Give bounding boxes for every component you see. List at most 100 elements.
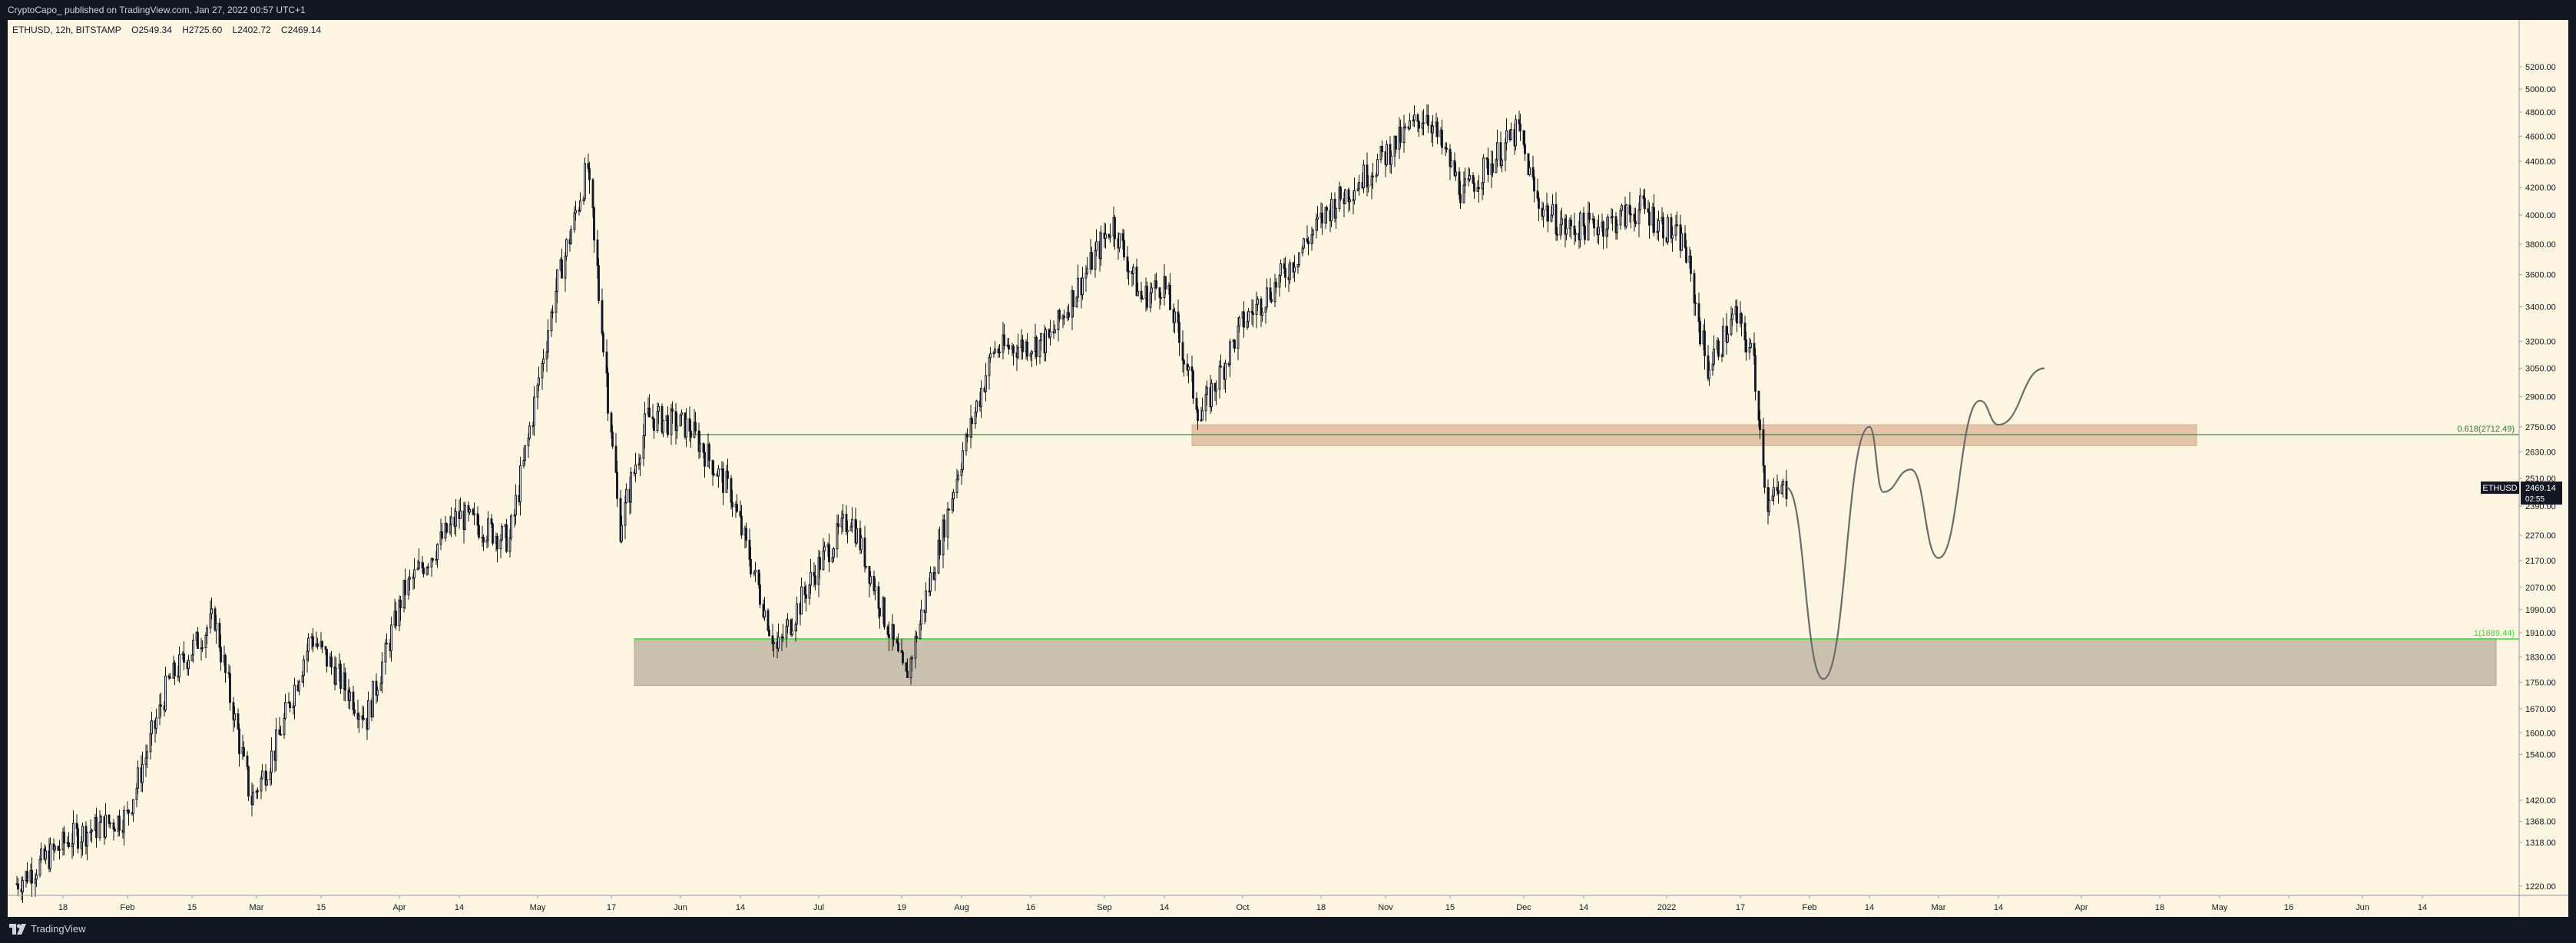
- candle-body: [573, 212, 576, 230]
- candle-body: [1524, 144, 1526, 154]
- candle-body: [639, 458, 641, 465]
- candle-body: [877, 586, 880, 609]
- legend-low: L2402.72: [232, 25, 271, 35]
- candle-body: [574, 210, 577, 213]
- candle-body: [1699, 320, 1701, 345]
- candle-body: [1458, 171, 1461, 195]
- candle-body: [1091, 252, 1093, 270]
- candle-body: [1482, 157, 1485, 184]
- candle-body: [886, 626, 889, 635]
- candle-body: [1273, 282, 1276, 303]
- candle-body: [1237, 325, 1240, 349]
- candle-body: [54, 845, 56, 851]
- candle-body: [1075, 296, 1078, 308]
- candle-body: [1455, 171, 1457, 177]
- candle-body: [1708, 369, 1710, 379]
- candle-body: [813, 571, 816, 577]
- candle-body: [541, 362, 544, 379]
- candle-body: [1555, 203, 1558, 235]
- candle-body: [989, 353, 992, 359]
- candle-body: [1780, 485, 1783, 495]
- candle-body: [823, 546, 826, 551]
- candle-body: [969, 418, 972, 438]
- candle-body: [372, 680, 374, 718]
- candle-body: [112, 822, 115, 830]
- candle-body: [879, 607, 881, 617]
- chart-area[interactable]: 0.618(2712.49) 1(1889.44) 1220.00 1318.00 13…: [8, 20, 2568, 917]
- candle-body: [785, 626, 788, 638]
- candle-body: [863, 538, 866, 567]
- candle-body: [499, 539, 502, 550]
- candle-body: [1441, 130, 1443, 148]
- candle-body: [538, 377, 540, 385]
- candle-body: [1707, 355, 1710, 379]
- x-tick-label: 17: [1736, 903, 1745, 912]
- candle-body: [1210, 382, 1213, 408]
- candle-body: [1190, 366, 1194, 372]
- candle-body: [1356, 188, 1359, 192]
- legend-symbol: ETHUSD, 12h, BITSTAMP: [12, 25, 121, 35]
- candle-body: [1008, 344, 1010, 350]
- candle-body: [1326, 207, 1328, 211]
- candle-body: [1782, 481, 1784, 486]
- candle-body: [98, 822, 101, 839]
- last-price-countdown: 02:55: [2525, 495, 2545, 504]
- candle-body: [906, 670, 909, 678]
- candle-body: [849, 526, 853, 531]
- candle-body: [416, 567, 419, 571]
- x-tick-label: 17: [607, 903, 616, 912]
- candle-body: [1759, 419, 1761, 431]
- candle-body: [550, 311, 553, 332]
- candle-body: [321, 641, 323, 647]
- candle-body: [1478, 187, 1480, 190]
- publish-header: CryptoCapo_ published on TradingView.com…: [0, 0, 2576, 20]
- x-tick-label: Jun: [674, 903, 687, 912]
- candle-body: [472, 508, 475, 515]
- candle-body: [943, 519, 945, 538]
- candle-body: [591, 179, 594, 208]
- candle-body: [1164, 276, 1167, 290]
- candle-body: [127, 809, 130, 814]
- candle-body: [1630, 213, 1632, 216]
- candle-body: [1402, 127, 1406, 144]
- x-tick-label: Feb: [121, 903, 135, 912]
- candle-body: [266, 779, 268, 786]
- candle-body: [1432, 125, 1434, 134]
- candle-body: [204, 634, 207, 648]
- candle-body: [555, 290, 558, 313]
- candle-body: [399, 600, 402, 608]
- candle-body: [966, 434, 968, 438]
- candle-body: [418, 561, 420, 569]
- candle-body: [1445, 147, 1448, 150]
- candle-body: [598, 265, 600, 301]
- candle-body: [1745, 339, 1747, 352]
- candle-body: [1252, 312, 1254, 316]
- candle-body: [398, 600, 401, 627]
- candle-body: [1376, 159, 1379, 176]
- x-tick-label: Oct: [1236, 903, 1249, 912]
- candle-body: [1697, 303, 1700, 322]
- candle-body: [1353, 190, 1356, 200]
- chart-canvas[interactable]: 0.618(2712.49) 1(1889.44) 1220.00 1318.00 13…: [8, 20, 2568, 917]
- candle-body: [1674, 224, 1677, 236]
- y-tick-label: 4400.00: [2525, 157, 2556, 167]
- candle-body: [367, 700, 369, 730]
- candle-body: [596, 240, 599, 266]
- candle-body: [505, 524, 508, 552]
- candle-body: [135, 788, 138, 800]
- candle-body: [238, 728, 240, 754]
- candle-body: [680, 412, 683, 415]
- tradingview-logo[interactable]: TradingView: [9, 923, 86, 935]
- candle-body: [1444, 147, 1447, 149]
- candle-body: [1220, 366, 1222, 368]
- candle-body: [1310, 234, 1313, 245]
- candle-body: [1736, 306, 1738, 324]
- candle-body: [151, 720, 153, 735]
- candle-body: [485, 539, 488, 543]
- candle-body: [800, 586, 803, 615]
- candle-body: [1169, 285, 1171, 310]
- candle-body: [564, 256, 567, 279]
- candle-body: [670, 409, 673, 435]
- candle-body: [1035, 336, 1038, 357]
- candle-body: [379, 683, 382, 691]
